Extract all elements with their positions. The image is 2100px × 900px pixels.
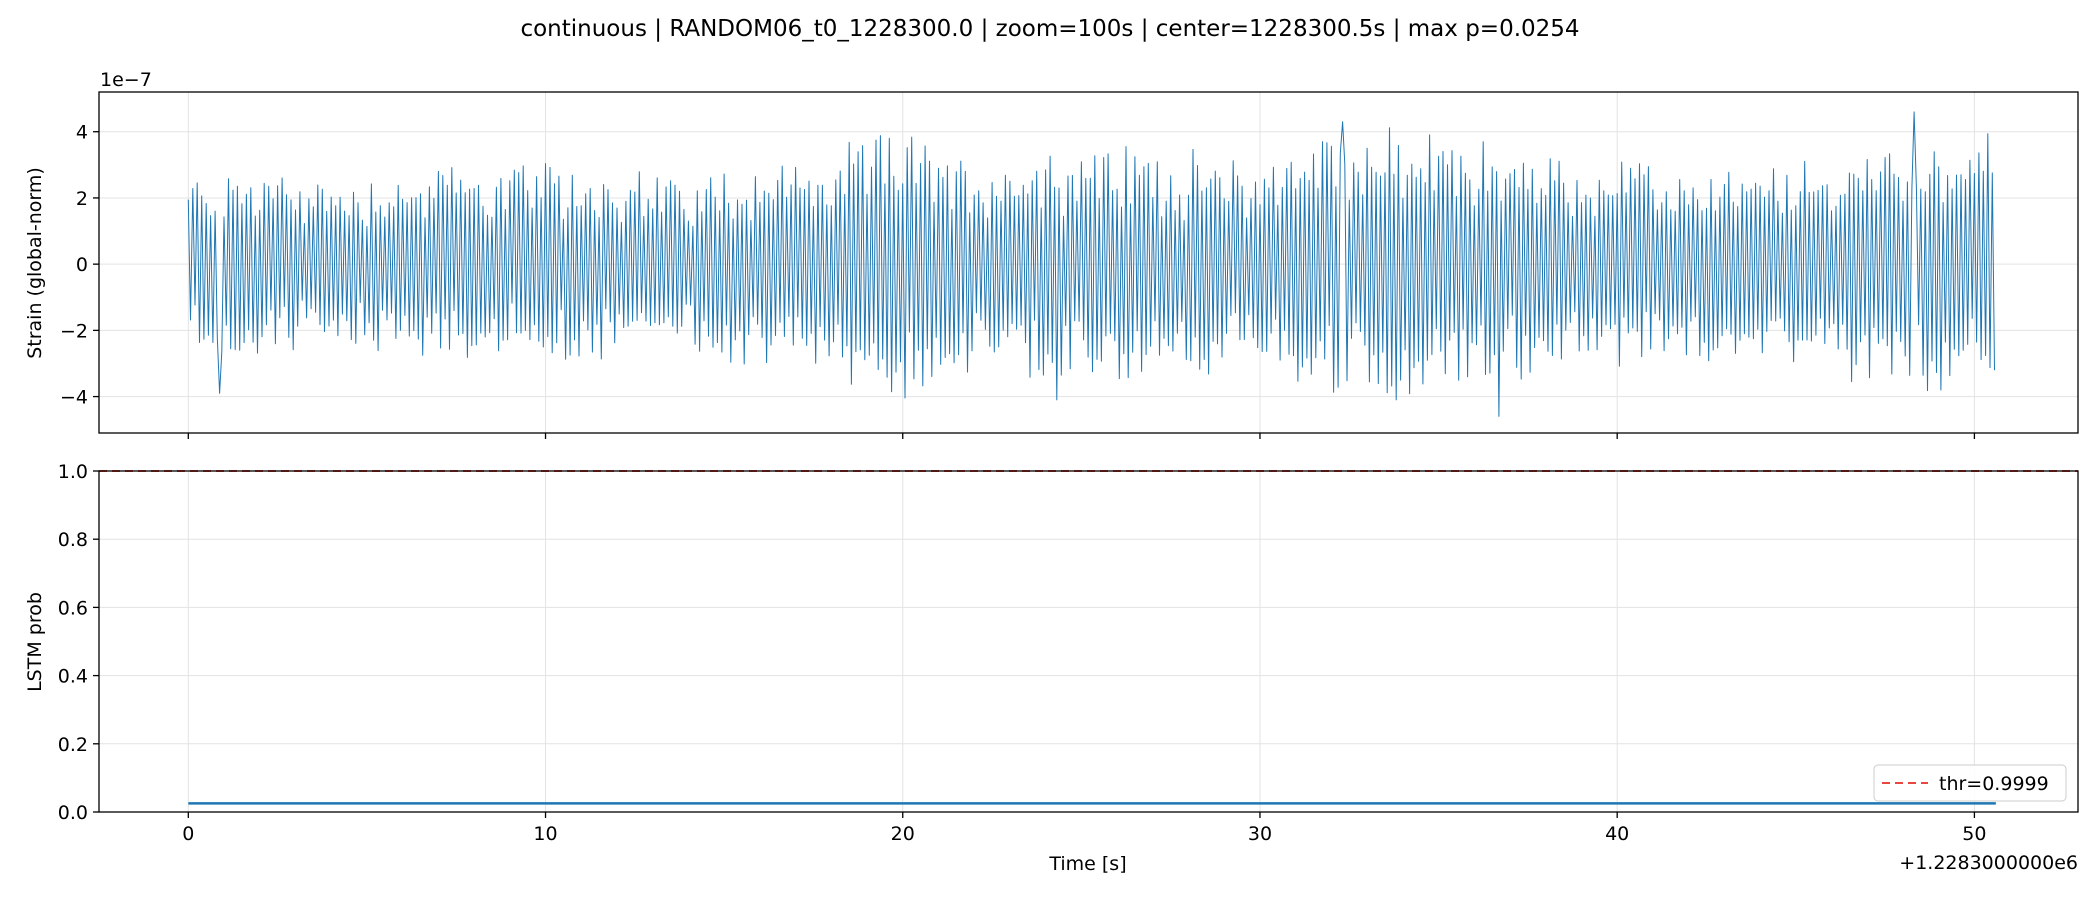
probability-x-tick-label: 20 bbox=[891, 823, 915, 845]
probability-x-tick-label: 10 bbox=[533, 823, 557, 845]
strain-panel: −4 −2 0 2 4 1e−7 Strain (global-norm) bbox=[24, 69, 2079, 439]
strain-y-tick-label: 0 bbox=[76, 254, 88, 276]
legend: thr=0.9999 bbox=[1873, 764, 2067, 802]
strain-y-label: Strain (global-norm) bbox=[24, 167, 46, 359]
probability-x-tick-label: 40 bbox=[1605, 823, 1629, 845]
probability-y-tick-label: 0.0 bbox=[58, 802, 88, 824]
probability-grid bbox=[99, 470, 2078, 813]
strain-offset-text: 1e−7 bbox=[100, 69, 152, 91]
probability-ticks: 0 10 20 30 40 50 0.0 0.2 0.4 0.6 0.8 1.0 bbox=[58, 461, 1987, 845]
probability-panel: 0 10 20 30 40 500.00.20.40.60.81.0 LSTM prob … bbox=[24, 461, 2079, 875]
strain-axes-frame bbox=[98, 91, 2079, 434]
probability-y-tick-label: 0.8 bbox=[58, 529, 88, 551]
probability-x-label: Time [s] bbox=[1048, 853, 1126, 875]
strain-y-tick-label: −4 bbox=[60, 387, 88, 409]
probability-x-tick-label: 30 bbox=[1248, 823, 1272, 845]
strain-y-tick-label: −2 bbox=[60, 320, 88, 342]
strain-trace-line bbox=[187, 111, 1995, 417]
strain-y-tick-label: 2 bbox=[76, 188, 88, 210]
legend-frame bbox=[1873, 764, 2067, 802]
probability-y-tick-label: 1.0 bbox=[58, 461, 88, 483]
probability-x-tick-label: 50 bbox=[1962, 823, 1986, 845]
probability-y-label: LSTM prob bbox=[24, 592, 46, 692]
probability-y-tick-label: 0.2 bbox=[58, 734, 88, 756]
probability-y-tick-label: 0.4 bbox=[58, 666, 88, 688]
strain-ticks: −4 −2 0 2 4 bbox=[60, 122, 1976, 439]
probability-series bbox=[99, 470, 2078, 805]
strain-y-tick-label: 4 bbox=[76, 122, 88, 144]
strain-series bbox=[187, 111, 1995, 417]
legend-threshold-label: thr=0.9999 bbox=[1939, 773, 2049, 795]
probability-offset-text: +1.2283000000e6 bbox=[1899, 852, 2078, 874]
figure-title: continuous | RANDOM06_t0_1228300.0 | zoo… bbox=[520, 16, 1579, 42]
probability-axes-frame bbox=[98, 470, 2079, 813]
probability-x-tick-label: 0 bbox=[182, 823, 194, 845]
probability-y-tick-label: 0.6 bbox=[58, 597, 88, 619]
